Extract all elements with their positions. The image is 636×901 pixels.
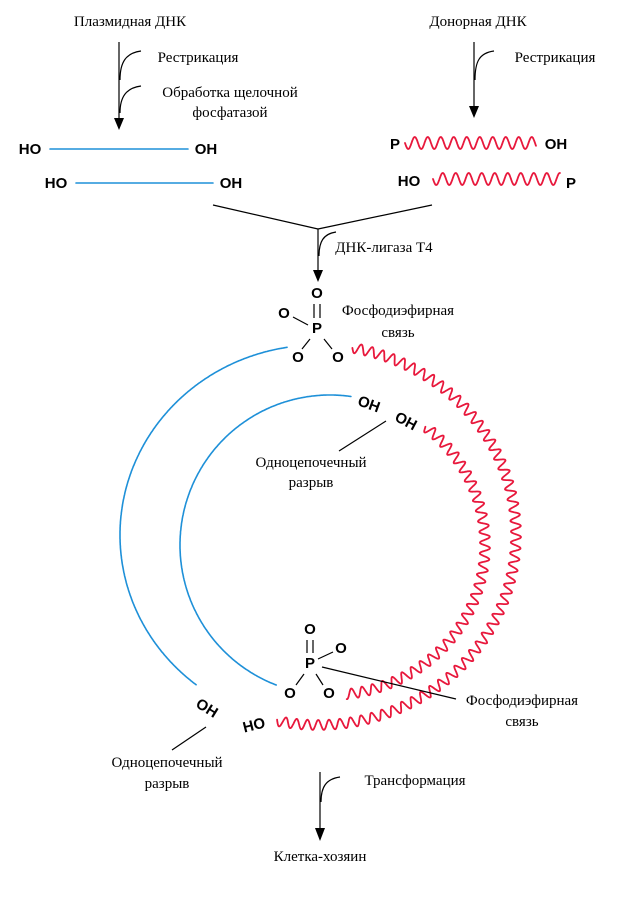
donor-strand1-wave [404, 136, 537, 150]
inner-donor-strand [345, 425, 491, 700]
donor-strand2-right-end: P [566, 175, 576, 192]
bottom-phosphodiester-pointer [321, 666, 457, 700]
outer-nick-pointer [171, 726, 207, 751]
transformation-arrow [315, 772, 341, 841]
plasmid-fragment-1: HO OH [19, 141, 218, 158]
donor-strand1-left-end: P [390, 136, 400, 153]
bottom-phosphate-o-bottom-right: O [323, 685, 335, 702]
inner-nick-label-line1: Одноцепочечный [255, 455, 366, 471]
outer-donor-strand [276, 343, 522, 731]
plasmid-strand1-right-end: OH [195, 141, 218, 158]
donor-restriction-label: Рестрикация [515, 50, 596, 66]
phosphatase-label-line1: Обработка щелочной [162, 85, 297, 101]
outer-nick-oh: OH [193, 695, 221, 721]
ligation-arrow [212, 204, 433, 282]
top-phosphate-o-left: O [278, 305, 290, 322]
top-phosphodiester-label-line2: связь [381, 325, 414, 341]
plasmid-strand1-left-end: HO [19, 141, 42, 158]
top-phosphate-p: P [312, 320, 322, 337]
donor-strand2-left-end: HO [398, 173, 421, 190]
bottom-phosphate-o-right: O [335, 640, 347, 657]
plasmid-strand2-right-end: OH [220, 175, 243, 192]
inner-nick-pointer [338, 420, 387, 452]
transformation-label: Трансформация [364, 773, 465, 789]
plasmid-strand2-left-end: HO [45, 175, 68, 192]
host-cell-label: Клетка-хозяин [274, 849, 367, 865]
top-phosphodiester-label-line1: Фосфодиэфирная [342, 303, 454, 319]
inner-nick-label-line2: разрыв [289, 475, 334, 491]
donor-fragment-1: P OH [390, 136, 567, 153]
ligase-label: ДНК-лигаза Т4 [335, 240, 433, 256]
plasmid-restriction-label: Рестрикация [158, 50, 239, 66]
outer-nick-label-line2: разрыв [145, 776, 190, 792]
top-phosphate-o-bottom-left: O [292, 349, 304, 366]
donor-fragment-2: HO P [398, 172, 576, 192]
plasmid-process-arrow [114, 42, 142, 130]
top-phosphate-o-bottom-right: O [332, 349, 344, 366]
bottom-phosphate-p: P [305, 655, 315, 672]
inner-nick-oh-2: OH [392, 409, 420, 435]
outer-plasmid-strand [119, 346, 288, 686]
bottom-phosphate-group: O P O O O [284, 621, 347, 702]
donor-strand1-right-end: OH [545, 136, 568, 153]
donor-title: Донорная ДНК [429, 14, 527, 30]
donor-strand2-wave [432, 172, 561, 186]
outer-nick-ho: HO [241, 714, 267, 736]
inner-nick-oh-1: OH [355, 393, 382, 417]
outer-nick-label-line1: Одноцепочечный [111, 755, 222, 771]
bottom-phosphate-o-top: O [304, 621, 316, 638]
bottom-phosphodiester-label-line1: Фосфодиэфирная [466, 693, 578, 709]
donor-process-arrow [469, 42, 495, 118]
top-phosphate-group: O P O O O [278, 285, 344, 366]
inner-plasmid-strand [179, 394, 352, 686]
bottom-phosphodiester-label-line2: связь [505, 714, 538, 730]
bottom-phosphate-o-bottom-left: O [284, 685, 296, 702]
top-phosphate-o-top: O [311, 285, 323, 302]
plasmid-fragment-2: HO OH [45, 175, 243, 192]
plasmid-title: Плазмидная ДНК [74, 14, 187, 30]
phosphatase-label-line2: фосфатазой [192, 105, 267, 121]
